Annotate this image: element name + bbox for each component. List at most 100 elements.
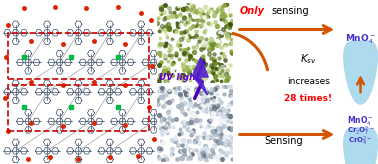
Point xyxy=(184,48,190,50)
Point xyxy=(158,8,164,10)
Point xyxy=(177,150,183,152)
Point xyxy=(182,144,188,146)
Point xyxy=(212,77,218,80)
Point xyxy=(157,96,163,99)
Point xyxy=(213,130,219,133)
Point xyxy=(217,136,223,139)
Point xyxy=(220,57,226,60)
Point xyxy=(193,24,199,27)
Point xyxy=(215,159,221,162)
Point xyxy=(160,158,166,161)
Point xyxy=(191,120,197,123)
Point xyxy=(186,129,192,132)
Point xyxy=(192,9,198,12)
Point xyxy=(170,41,177,43)
Point xyxy=(229,101,235,103)
Point xyxy=(217,131,223,133)
Point xyxy=(228,50,234,53)
Point xyxy=(207,23,213,26)
Point xyxy=(174,52,180,54)
Point xyxy=(215,140,221,143)
Point xyxy=(170,126,176,128)
Point xyxy=(159,87,165,89)
Point xyxy=(163,16,169,19)
Point xyxy=(206,78,212,81)
Point xyxy=(223,154,229,156)
Point xyxy=(197,98,203,100)
Point xyxy=(191,65,197,67)
Point xyxy=(191,14,197,17)
Point xyxy=(180,139,186,141)
Point xyxy=(165,60,171,62)
Point xyxy=(206,41,212,44)
Point xyxy=(181,146,187,148)
Point xyxy=(224,145,230,148)
Point xyxy=(227,115,233,117)
Point xyxy=(185,93,191,95)
Point xyxy=(183,67,189,70)
Point xyxy=(206,49,212,51)
Point xyxy=(228,9,234,12)
Point xyxy=(198,24,204,27)
Point xyxy=(200,135,206,138)
Point xyxy=(154,21,160,24)
Point xyxy=(178,103,184,105)
Point xyxy=(170,69,177,72)
Point xyxy=(169,38,175,40)
Point xyxy=(220,13,226,16)
Point xyxy=(199,59,205,61)
Point xyxy=(206,89,212,92)
Point xyxy=(196,134,202,137)
Point xyxy=(228,50,234,53)
Point xyxy=(191,67,197,70)
Point xyxy=(191,145,197,148)
Point xyxy=(193,34,199,36)
Point xyxy=(222,55,228,57)
Point xyxy=(178,150,184,153)
Point xyxy=(156,124,162,126)
Point xyxy=(205,104,211,106)
Point xyxy=(208,8,214,10)
Point xyxy=(219,155,225,157)
Point xyxy=(219,158,225,160)
Point xyxy=(158,133,164,136)
Point xyxy=(208,63,214,66)
Point xyxy=(162,80,168,82)
Point xyxy=(178,23,184,26)
Point xyxy=(165,112,171,114)
Point xyxy=(163,128,169,130)
Point xyxy=(222,14,228,17)
Point xyxy=(219,108,225,111)
Point xyxy=(163,131,169,134)
Point xyxy=(214,40,220,43)
Point xyxy=(184,79,191,81)
Point xyxy=(216,98,222,101)
Point xyxy=(181,149,187,151)
Point xyxy=(209,130,215,132)
Point xyxy=(169,156,175,158)
Point xyxy=(161,126,167,129)
Point xyxy=(221,65,227,68)
Point xyxy=(158,11,164,14)
Point xyxy=(194,19,200,21)
Point xyxy=(172,29,178,31)
Point xyxy=(164,27,170,29)
Point xyxy=(196,25,202,27)
Point xyxy=(212,88,218,91)
Point xyxy=(165,25,171,28)
Point xyxy=(224,159,230,161)
Point xyxy=(192,115,198,118)
Point xyxy=(216,129,222,132)
Point xyxy=(165,94,171,97)
Point xyxy=(163,47,169,50)
Point xyxy=(229,145,235,148)
Point xyxy=(221,93,227,96)
Point xyxy=(178,20,184,23)
Point xyxy=(163,123,169,126)
Point xyxy=(158,129,164,131)
Point xyxy=(192,149,198,151)
Point xyxy=(181,124,187,127)
Point xyxy=(169,146,175,149)
Point xyxy=(192,11,198,14)
Point xyxy=(160,124,166,127)
